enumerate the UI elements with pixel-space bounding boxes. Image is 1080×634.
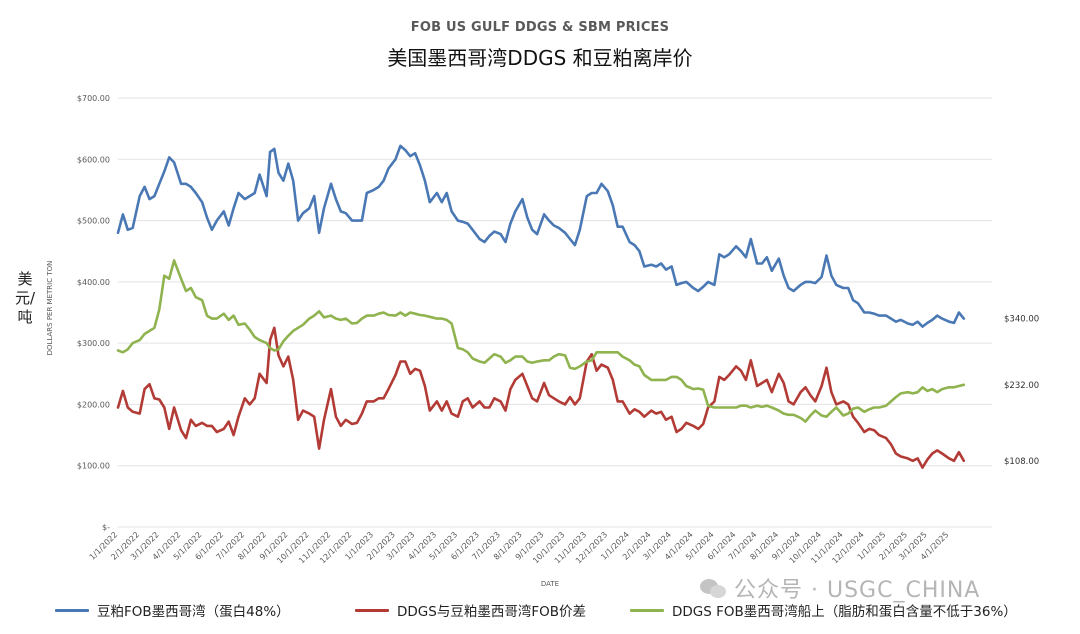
y-tick-label: $200.00 <box>77 400 110 409</box>
y-tick-label: $600.00 <box>77 155 110 164</box>
series-line-sbm <box>116 144 966 328</box>
end-value-label: $340.00 <box>1004 315 1039 325</box>
end-value-label: $108.00 <box>1004 457 1039 467</box>
series-line-spread <box>116 326 966 469</box>
watermark-text: 公众号 · USGC_CHINA <box>734 578 981 603</box>
series-line-ddgs <box>116 259 966 423</box>
y-axis-label-cn: 美元/吨 <box>14 270 36 326</box>
legend-swatch-sbm <box>55 608 89 612</box>
watermark: 公众号 · USGC_CHINA <box>700 572 980 604</box>
y-tick-label: $500.00 <box>77 217 110 226</box>
legend-swatch-ddgs <box>630 608 664 612</box>
y-tick-labels: $- $100.00 $200.00 $300.00 $400.00 $500.00 $60… <box>77 94 110 532</box>
end-value-labels: $340.00 $232.00 $108.00 <box>1004 315 1039 467</box>
legend-item-ddgs: DDGS FOB墨西哥湾船上（脂肪和蛋白含量不低于36%） <box>630 600 1017 620</box>
chart-title-cn: 美国墨西哥湾DDGS 和豆粕离岸价 <box>387 46 693 70</box>
y-tick-label: $- <box>102 523 110 532</box>
wechat-icon <box>700 577 728 599</box>
x-tick-labels: 1/1/20222/1/20223/1/20224/1/20225/1/2022… <box>88 530 951 565</box>
y-tick-label: $300.00 <box>77 339 110 348</box>
gridlines <box>118 97 992 528</box>
x-axis-label: DATE <box>540 580 560 588</box>
chart-title-en: FOB US GULF DDGS & SBM PRICES <box>410 20 670 35</box>
legend-item-spread: DDGS与豆粕墨西哥湾FOB价差 <box>355 600 586 620</box>
y-tick-label: $100.00 <box>77 462 110 471</box>
y-tick-label: $700.00 <box>77 94 110 103</box>
legend-label-sbm: 豆粕FOB墨西哥湾（蛋白48%） <box>97 604 290 620</box>
end-value-label: $232.00 <box>1004 381 1039 391</box>
y-tick-label: $400.00 <box>77 278 110 287</box>
legend-label-ddgs: DDGS FOB墨西哥湾船上（脂肪和蛋白含量不低于36%） <box>672 604 1017 620</box>
legend: 豆粕FOB墨西哥湾（蛋白48%） DDGS与豆粕墨西哥湾FOB价差 DDGS F… <box>55 600 1075 624</box>
series-lines <box>116 144 966 469</box>
legend-item-sbm: 豆粕FOB墨西哥湾（蛋白48%） <box>55 600 290 620</box>
legend-label-spread: DDGS与豆粕墨西哥湾FOB价差 <box>397 604 586 620</box>
legend-swatch-spread <box>355 608 389 612</box>
